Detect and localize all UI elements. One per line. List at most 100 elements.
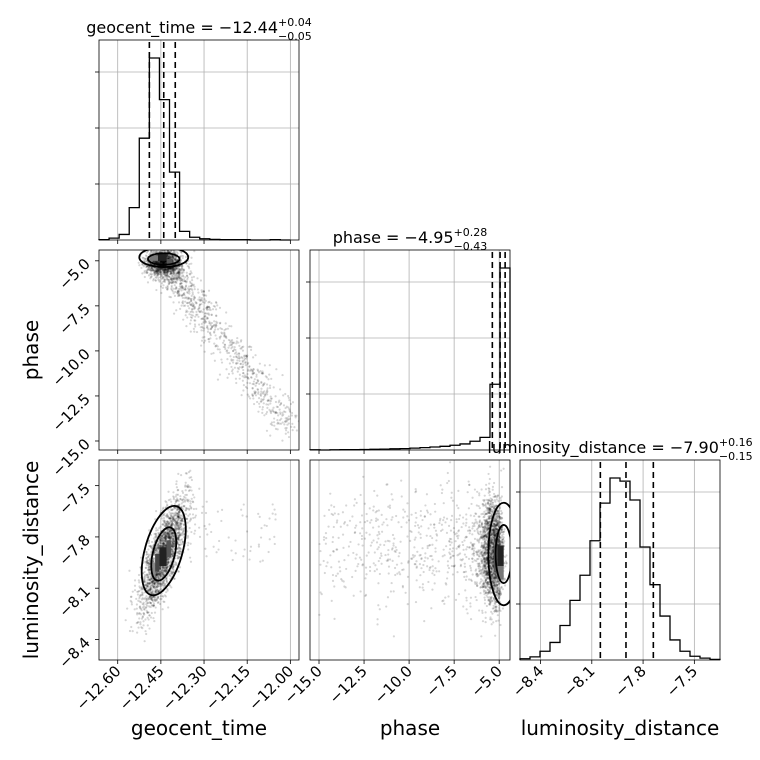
sample-point	[165, 566, 168, 570]
sample-point	[226, 327, 230, 330]
sample-point	[190, 313, 193, 316]
sample-point	[229, 343, 232, 347]
sample-point	[205, 306, 209, 310]
sample-point	[493, 610, 496, 613]
sample-point	[209, 327, 212, 331]
sample-point	[251, 387, 254, 390]
sample-point	[137, 573, 141, 577]
sample-point	[481, 535, 484, 538]
sample-point	[492, 575, 495, 578]
sample-point	[172, 273, 176, 276]
sample-point	[171, 550, 174, 553]
sample-point	[160, 538, 163, 541]
sample-point	[144, 581, 147, 584]
sample-point	[159, 262, 162, 265]
sample-point	[177, 269, 180, 273]
sample-point	[160, 537, 163, 540]
sample-point	[256, 388, 260, 391]
sample-point	[175, 266, 178, 270]
sample-point	[290, 411, 294, 415]
sample-point	[234, 348, 237, 352]
sample-point	[176, 512, 179, 515]
sample-point	[188, 476, 191, 479]
sample-point	[491, 567, 494, 570]
sample-point	[145, 251, 149, 254]
sample-point	[168, 537, 172, 540]
sample-point	[218, 373, 222, 376]
sample-point	[235, 355, 238, 359]
sample-point	[160, 570, 164, 573]
sample-point	[216, 328, 220, 331]
sample-point	[187, 298, 190, 301]
sample-point	[147, 582, 151, 585]
sample-point	[289, 402, 293, 406]
sample-point	[492, 528, 495, 531]
sample-point	[241, 349, 245, 352]
sample-point	[148, 529, 151, 532]
sample-point	[149, 575, 152, 578]
sample-point	[165, 247, 167, 249]
sample-point	[191, 304, 194, 307]
sample-point	[140, 626, 143, 629]
panel-background	[99, 250, 299, 450]
sample-point	[170, 514, 173, 517]
sample-point	[172, 256, 175, 260]
sample-point	[179, 517, 182, 520]
sample-point	[179, 495, 182, 498]
sample-point	[497, 516, 500, 519]
sample-point	[198, 303, 202, 306]
sample-point	[284, 432, 287, 435]
sample-point	[154, 532, 157, 535]
sample-point	[257, 543, 261, 546]
sample-point	[170, 279, 173, 282]
sample-point	[193, 319, 196, 322]
sample-point	[249, 397, 252, 400]
sample-point	[171, 545, 175, 548]
sample-point	[241, 365, 244, 368]
sample-point	[177, 499, 180, 503]
density-cell	[166, 540, 171, 558]
sample-point	[138, 600, 141, 603]
sample-point	[154, 271, 157, 274]
sample-point	[164, 535, 167, 538]
sample-point	[169, 508, 173, 512]
sample-point	[137, 261, 140, 264]
sample-point	[150, 592, 153, 595]
sample-point	[181, 540, 184, 544]
sample-point	[168, 557, 171, 560]
sample-point	[239, 362, 243, 365]
sample-point	[178, 273, 181, 276]
sample-point	[171, 267, 175, 270]
sample-point	[477, 549, 480, 552]
sample-point	[162, 269, 165, 272]
sample-point	[214, 328, 217, 331]
sample-point	[163, 246, 165, 248]
sample-point	[155, 573, 158, 576]
sample-point	[240, 347, 243, 350]
sample-point	[498, 517, 501, 520]
sample-point	[171, 255, 175, 258]
sample-point	[162, 261, 165, 264]
sample-point	[184, 509, 187, 512]
sample-point	[244, 376, 247, 379]
sample-point	[158, 279, 161, 282]
sample-point	[162, 538, 165, 541]
sample-point	[246, 381, 249, 384]
sample-point	[163, 261, 166, 264]
sample-point	[171, 274, 174, 277]
sample-point	[206, 305, 209, 308]
sample-point	[163, 271, 166, 275]
sample-point	[487, 585, 490, 588]
sample-point	[492, 524, 495, 527]
sample-point	[157, 271, 160, 274]
sample-point	[146, 568, 149, 572]
sample-point	[210, 302, 213, 305]
sample-point	[160, 568, 163, 572]
sample-point	[174, 257, 177, 260]
sample-point	[184, 472, 188, 475]
sample-point	[145, 582, 149, 585]
sample-point	[185, 325, 188, 328]
sample-point	[155, 575, 158, 579]
sample-point	[170, 272, 173, 275]
sample-point	[176, 497, 179, 500]
